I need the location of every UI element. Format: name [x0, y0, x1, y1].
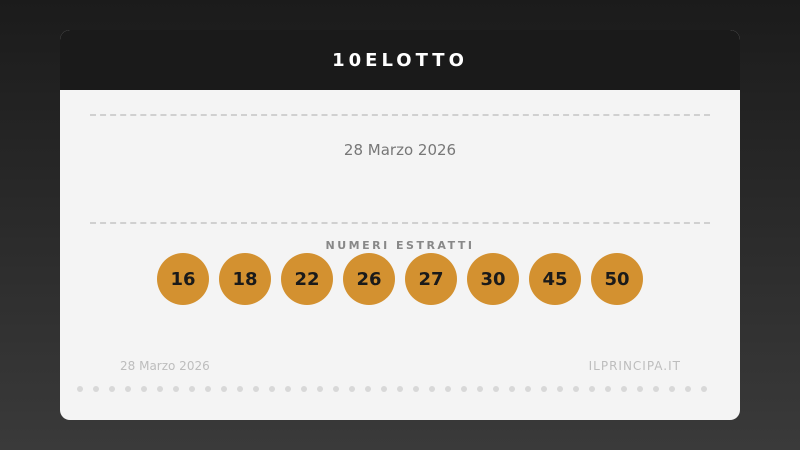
decorative-dot	[589, 386, 595, 392]
decorative-dot	[573, 386, 579, 392]
decorative-dot	[605, 386, 611, 392]
decorative-dot	[365, 386, 371, 392]
decorative-dot	[685, 386, 691, 392]
decorative-dot	[397, 386, 403, 392]
decorative-dot	[333, 386, 339, 392]
decorative-dot	[429, 386, 435, 392]
decorative-dot	[621, 386, 627, 392]
decorative-dot	[141, 386, 147, 392]
divider	[90, 222, 710, 224]
number-ball: 16	[157, 253, 209, 305]
decorative-dot	[381, 386, 387, 392]
number-ball: 22	[281, 253, 333, 305]
decorative-dot	[493, 386, 499, 392]
lottery-card: 10ELOTTO 28 Marzo 2026 NUMERI ESTRATTI 1…	[60, 30, 740, 420]
footer-date: 28 Marzo 2026	[120, 359, 210, 373]
decorative-dot	[701, 386, 707, 392]
decorative-dot	[269, 386, 275, 392]
number-ball: 50	[591, 253, 643, 305]
decorative-dot	[221, 386, 227, 392]
decorative-dot	[301, 386, 307, 392]
decorative-dot	[237, 386, 243, 392]
decorative-dot	[173, 386, 179, 392]
draw-date: 28 Marzo 2026	[343, 141, 457, 159]
decorative-dot	[125, 386, 131, 392]
card-title: 10ELOTTO	[332, 49, 468, 71]
number-ball: 45	[529, 253, 581, 305]
divider	[90, 114, 710, 116]
decorative-dot	[509, 386, 515, 392]
decorative-dot	[285, 386, 291, 392]
decorative-dot	[461, 386, 467, 392]
decorative-dot	[157, 386, 163, 392]
number-ball: 18	[219, 253, 271, 305]
decorative-dot	[205, 386, 211, 392]
decorative-dot	[653, 386, 659, 392]
numbers-list: 16 18 22 26 27 30 45 50	[157, 253, 643, 305]
card-header: 10ELOTTO	[60, 30, 740, 90]
decorative-dot	[541, 386, 547, 392]
number-ball: 30	[467, 253, 519, 305]
decorative-dot	[349, 386, 355, 392]
decorative-dot	[557, 386, 563, 392]
dotted-border	[77, 386, 707, 392]
decorative-dot	[669, 386, 675, 392]
number-ball: 27	[405, 253, 457, 305]
decorative-dot	[317, 386, 323, 392]
decorative-dot	[637, 386, 643, 392]
decorative-dot	[445, 386, 451, 392]
decorative-dot	[253, 386, 259, 392]
decorative-dot	[109, 386, 115, 392]
decorative-dot	[77, 386, 83, 392]
decorative-dot	[189, 386, 195, 392]
decorative-dot	[525, 386, 531, 392]
decorative-dot	[477, 386, 483, 392]
decorative-dot	[93, 386, 99, 392]
number-ball: 26	[343, 253, 395, 305]
decorative-dot	[413, 386, 419, 392]
numbers-label: NUMERI ESTRATTI	[325, 239, 475, 252]
footer-site: ILPRINCIPA.IT	[588, 359, 681, 373]
